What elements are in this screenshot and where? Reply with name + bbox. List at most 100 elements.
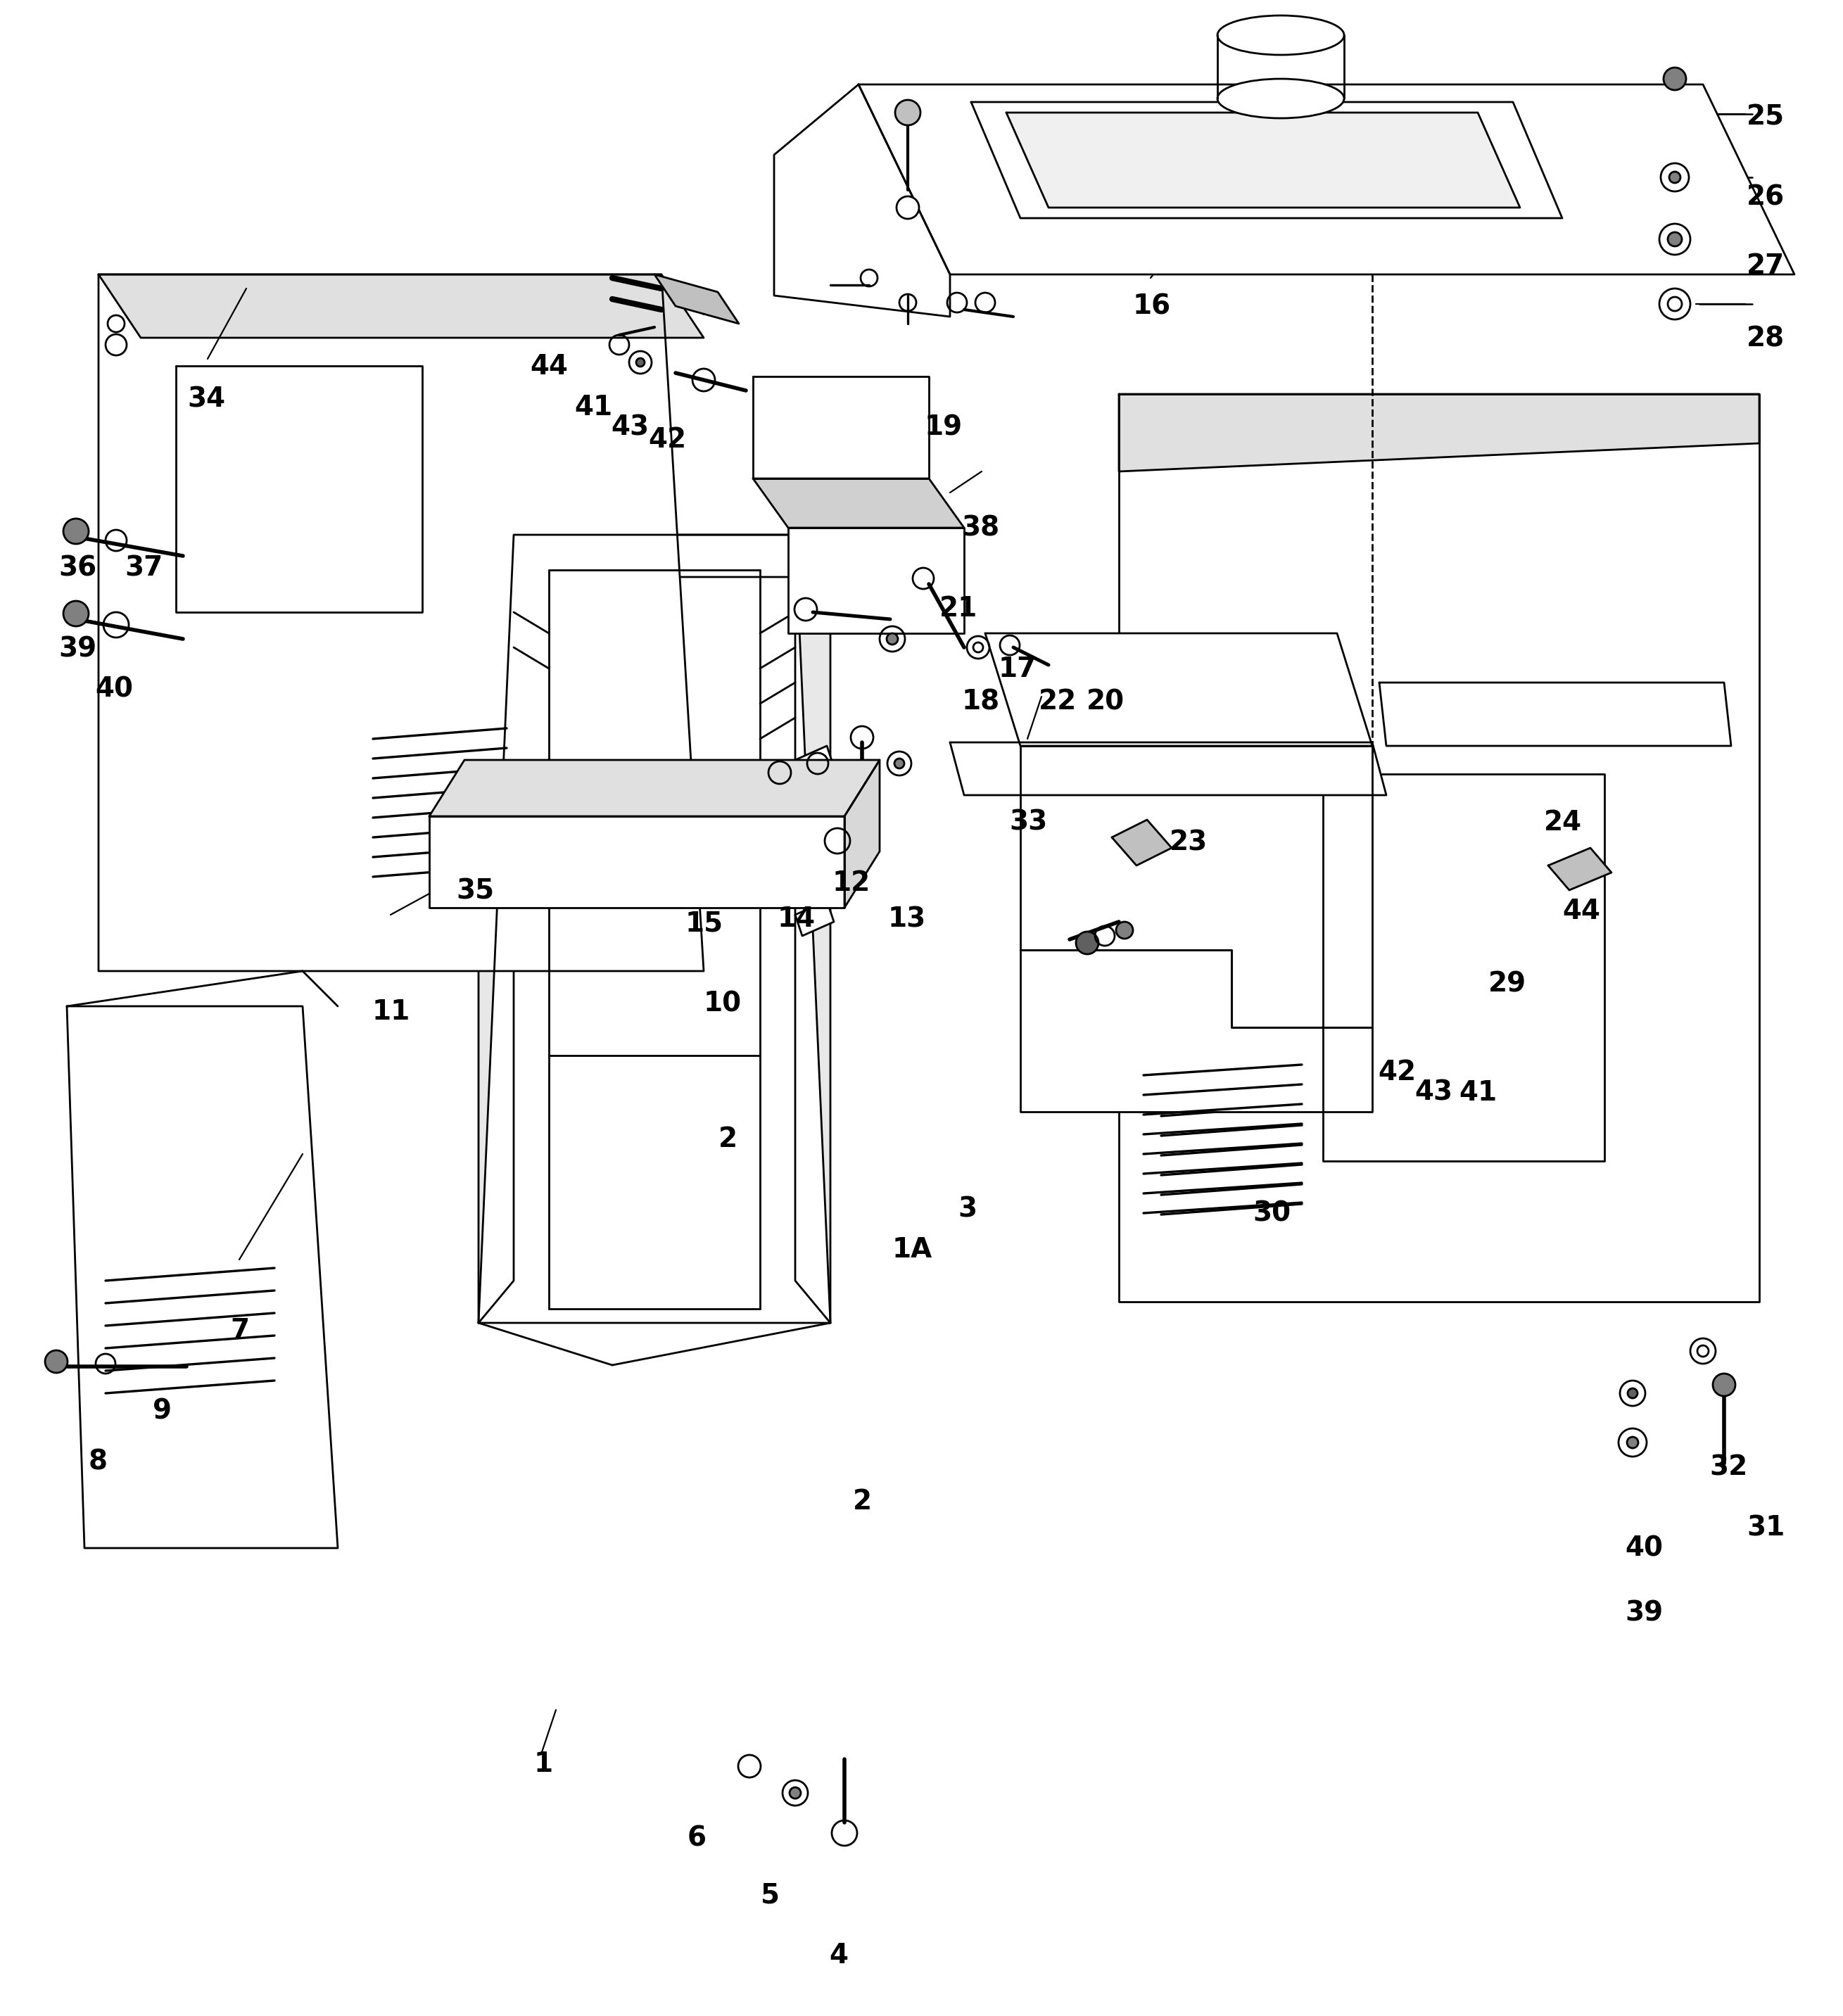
- Circle shape: [1668, 232, 1683, 246]
- Text: 27: 27: [1747, 252, 1784, 280]
- Text: 11: 11: [372, 998, 409, 1026]
- Circle shape: [1712, 1373, 1736, 1395]
- Text: 15: 15: [686, 909, 722, 937]
- Circle shape: [789, 1788, 802, 1798]
- Polygon shape: [175, 367, 422, 613]
- Polygon shape: [1323, 774, 1605, 1161]
- Text: 17: 17: [999, 655, 1036, 683]
- Text: 41: 41: [1460, 1079, 1497, 1107]
- Text: 20: 20: [1087, 687, 1124, 716]
- Circle shape: [1670, 171, 1681, 183]
- Circle shape: [636, 359, 645, 367]
- Polygon shape: [98, 274, 704, 972]
- Polygon shape: [1119, 393, 1760, 1302]
- Text: 29: 29: [1489, 970, 1526, 998]
- Text: 13: 13: [888, 905, 925, 933]
- Text: 18: 18: [962, 687, 999, 716]
- Ellipse shape: [1218, 79, 1344, 119]
- Text: 36: 36: [59, 554, 96, 583]
- Text: 42: 42: [649, 425, 686, 454]
- Text: 28: 28: [1747, 325, 1784, 353]
- Circle shape: [894, 758, 905, 768]
- Text: 6: 6: [687, 1824, 706, 1853]
- Circle shape: [886, 633, 898, 645]
- Text: 25: 25: [1747, 103, 1784, 131]
- Text: 8: 8: [88, 1447, 107, 1476]
- Circle shape: [1627, 1437, 1638, 1447]
- Polygon shape: [949, 742, 1386, 794]
- Text: 2: 2: [719, 1125, 737, 1153]
- Circle shape: [896, 101, 920, 125]
- Text: 14: 14: [778, 905, 815, 933]
- Text: 44: 44: [1563, 897, 1600, 925]
- Text: 9: 9: [153, 1397, 171, 1425]
- Text: 4: 4: [829, 1941, 848, 1970]
- Polygon shape: [971, 103, 1563, 218]
- Text: 42: 42: [1379, 1058, 1415, 1087]
- Text: 19: 19: [925, 413, 962, 442]
- Polygon shape: [844, 760, 879, 907]
- Circle shape: [1117, 921, 1133, 939]
- Polygon shape: [1548, 849, 1611, 891]
- Text: 1A: 1A: [892, 1236, 933, 1264]
- Text: 26: 26: [1747, 183, 1784, 212]
- Polygon shape: [1379, 683, 1731, 746]
- Text: 22: 22: [1039, 687, 1076, 716]
- Polygon shape: [754, 377, 929, 478]
- Text: 3: 3: [958, 1195, 977, 1224]
- Polygon shape: [774, 85, 949, 317]
- Text: 16: 16: [1133, 292, 1170, 321]
- Text: 2: 2: [853, 1488, 872, 1516]
- Text: 40: 40: [1626, 1534, 1662, 1562]
- Text: 21: 21: [940, 595, 977, 623]
- Text: 34: 34: [188, 385, 225, 413]
- Polygon shape: [479, 534, 831, 1322]
- Polygon shape: [1119, 393, 1760, 472]
- Polygon shape: [479, 534, 831, 577]
- Polygon shape: [66, 1006, 337, 1548]
- Polygon shape: [1021, 746, 1373, 1028]
- Text: 37: 37: [125, 554, 162, 583]
- Text: 39: 39: [1626, 1599, 1662, 1627]
- Polygon shape: [986, 633, 1373, 746]
- Polygon shape: [98, 274, 704, 339]
- Text: 12: 12: [833, 869, 870, 897]
- Polygon shape: [813, 794, 851, 831]
- Text: 33: 33: [1010, 808, 1047, 837]
- Circle shape: [44, 1351, 68, 1373]
- Polygon shape: [1021, 950, 1373, 1111]
- Circle shape: [63, 601, 88, 627]
- Circle shape: [1076, 931, 1098, 954]
- Polygon shape: [429, 760, 879, 816]
- Polygon shape: [429, 816, 844, 907]
- Text: 5: 5: [761, 1881, 780, 1909]
- Text: 30: 30: [1253, 1200, 1290, 1228]
- Text: 44: 44: [531, 353, 568, 381]
- Text: 41: 41: [575, 393, 612, 421]
- Polygon shape: [794, 901, 833, 935]
- Circle shape: [1664, 69, 1686, 91]
- Polygon shape: [1111, 821, 1172, 865]
- Text: 10: 10: [704, 990, 741, 1018]
- Text: 7: 7: [230, 1316, 249, 1345]
- Text: 24: 24: [1544, 808, 1581, 837]
- Polygon shape: [794, 746, 833, 780]
- Text: 38: 38: [962, 514, 999, 542]
- Polygon shape: [654, 274, 739, 325]
- Polygon shape: [789, 528, 964, 633]
- Polygon shape: [479, 534, 514, 1322]
- Text: 40: 40: [96, 675, 133, 704]
- Polygon shape: [1006, 113, 1520, 208]
- Text: 43: 43: [1415, 1079, 1452, 1107]
- Text: 23: 23: [1170, 829, 1207, 857]
- Text: 43: 43: [612, 413, 649, 442]
- Polygon shape: [754, 478, 964, 528]
- Text: 1: 1: [534, 1750, 553, 1778]
- Polygon shape: [859, 85, 1795, 274]
- Text: 32: 32: [1710, 1454, 1747, 1482]
- Text: 35: 35: [457, 877, 494, 905]
- Circle shape: [896, 196, 920, 220]
- Text: 31: 31: [1747, 1514, 1784, 1542]
- Ellipse shape: [1218, 16, 1344, 54]
- Circle shape: [1627, 1389, 1638, 1399]
